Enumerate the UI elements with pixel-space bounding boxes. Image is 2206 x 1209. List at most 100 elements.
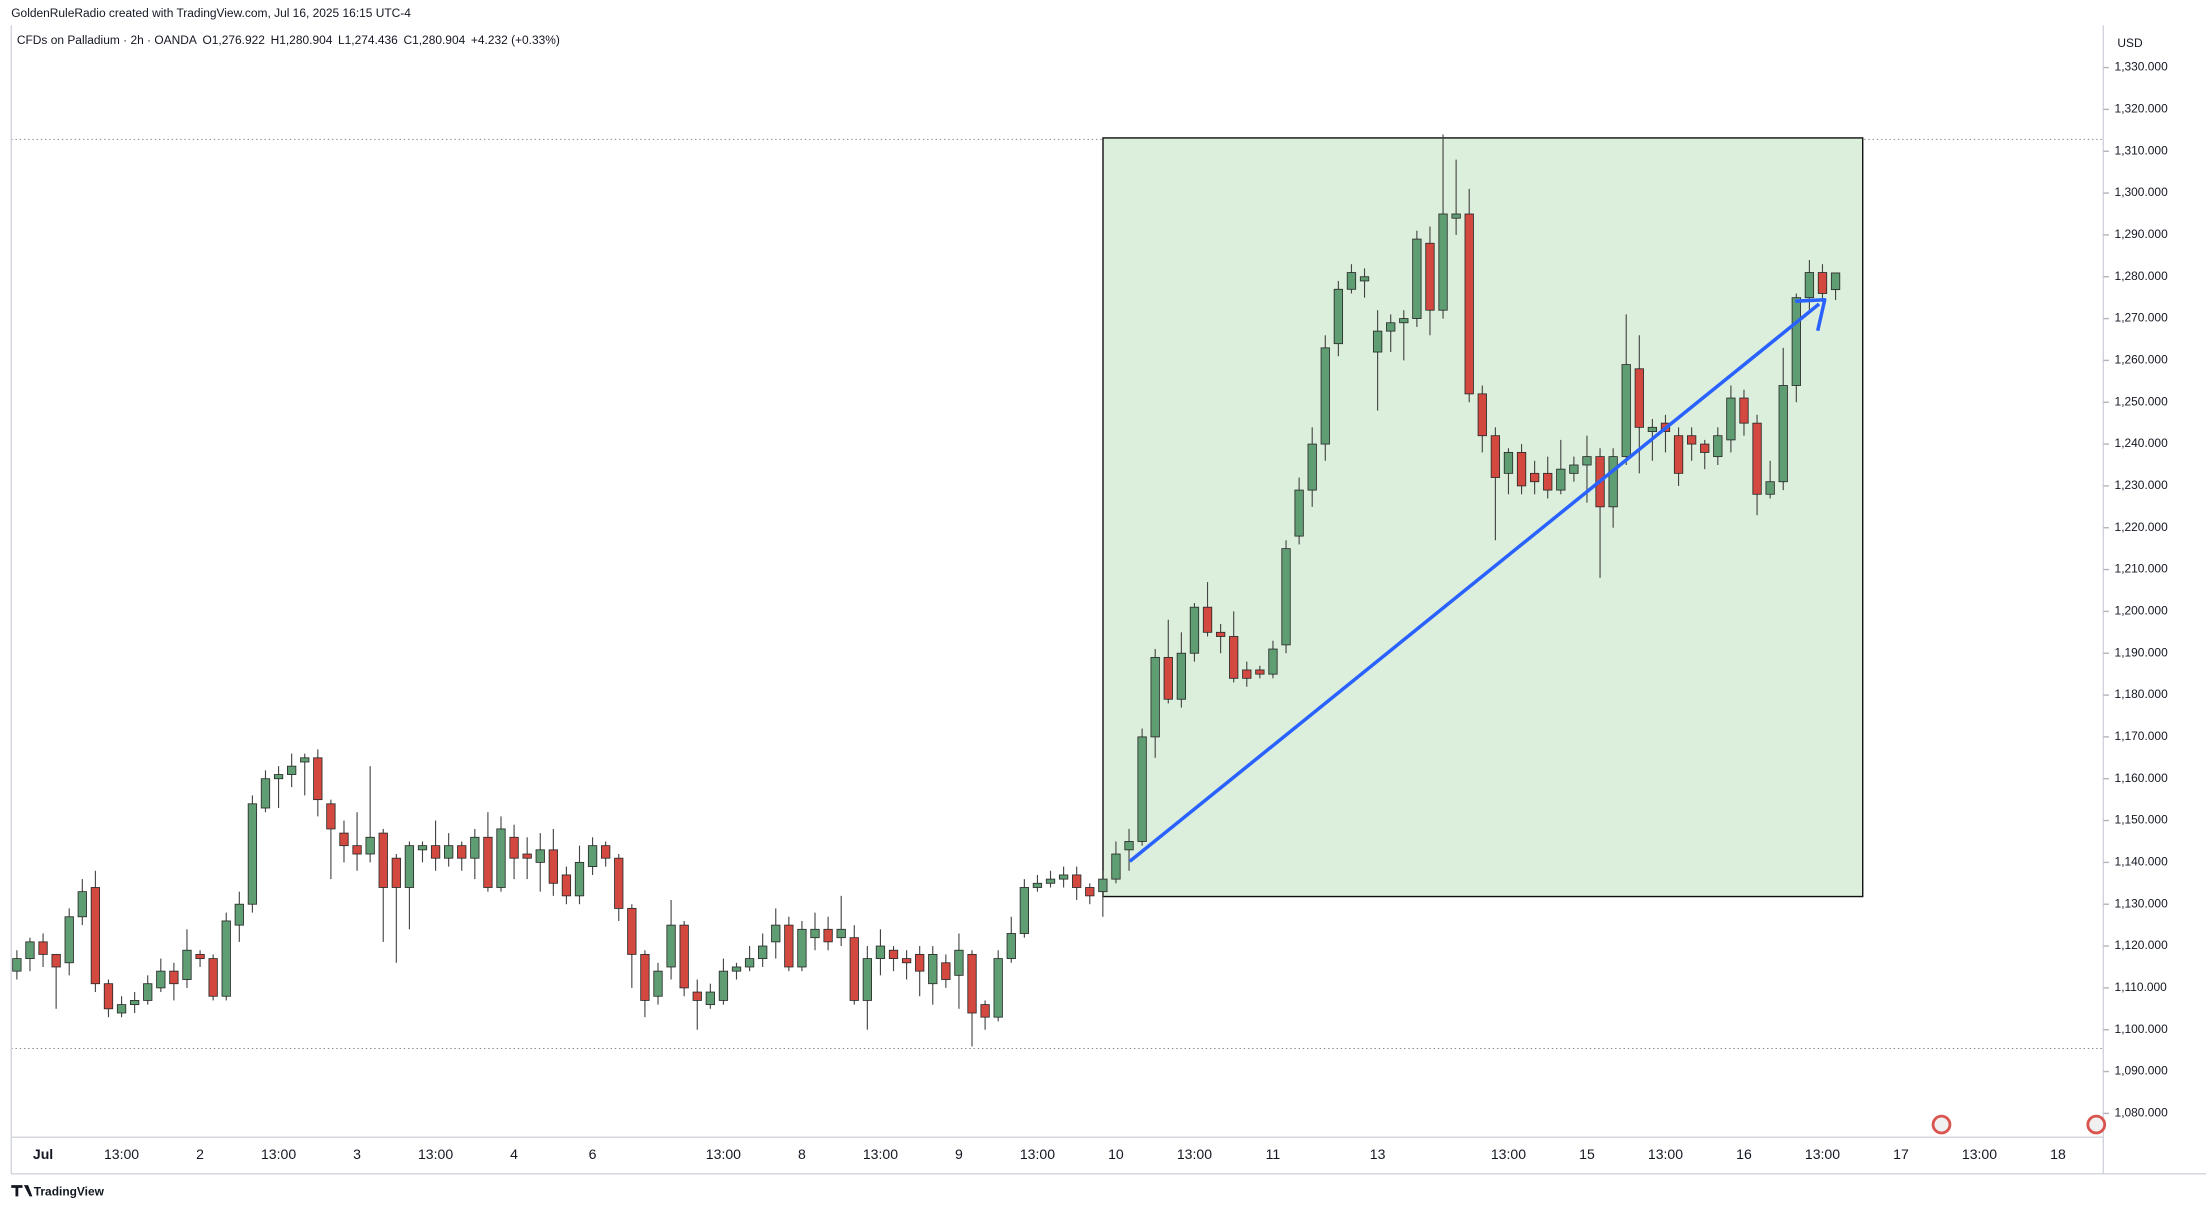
candle-body: [666, 924, 676, 968]
candle-body: [561, 874, 572, 897]
candle-body: [1372, 330, 1383, 353]
candle-body: [1399, 318, 1409, 324]
candle-body: [1006, 933, 1016, 960]
candle-body: [1163, 656, 1173, 700]
candle-body: [470, 836, 480, 859]
y-tick-label: 1,190.000: [2115, 645, 2169, 659]
x-tick-label: 13:00: [1020, 1146, 1055, 1162]
ohlc-low: L1,274.436: [338, 33, 398, 47]
candle-body: [287, 765, 297, 775]
candle-body: [784, 924, 794, 968]
y-tick-label: 1,310.000: [2115, 143, 2169, 157]
candle-body: [1412, 238, 1422, 319]
candle-body: [1713, 435, 1723, 458]
candle-body: [326, 803, 336, 830]
candle-body: [980, 1004, 990, 1018]
candle-body: [1608, 456, 1618, 508]
candle-body: [1647, 426, 1658, 432]
candle-body: [1333, 288, 1344, 345]
candle-body: [1307, 443, 1317, 491]
candle-body: [1359, 276, 1370, 282]
candle-body: [849, 937, 859, 1001]
ohlc-high: H1,280.904: [271, 33, 333, 47]
candle-body: [430, 845, 441, 859]
candle-body: [378, 832, 388, 888]
ohlc-open: O1,276.922: [202, 33, 265, 47]
event-flag[interactable]: [2086, 1114, 2107, 1135]
x-tick-label: 2: [196, 1146, 204, 1162]
candle-body: [574, 861, 585, 897]
candle-body: [1569, 464, 1579, 474]
candle-body: [1791, 297, 1801, 386]
candle-body: [300, 757, 310, 763]
candle-body: [1503, 452, 1514, 474]
arrow-head: [1795, 298, 1827, 332]
candle-body: [260, 778, 271, 809]
candle-body: [1255, 669, 1265, 675]
candle-body: [444, 845, 454, 859]
candle-body: [1215, 631, 1226, 637]
x-tick-label: 13:00: [1177, 1146, 1212, 1162]
candle-body: [915, 953, 925, 972]
candle-body: [1320, 347, 1330, 445]
candle-body: [1739, 397, 1749, 424]
candle-body: [823, 928, 833, 943]
candle-body: [195, 953, 205, 960]
candle-body: [25, 941, 35, 960]
candle-body: [1098, 878, 1108, 893]
x-tick-label: 13:00: [1648, 1146, 1683, 1162]
axes: 1,080.000 1,090.000 1,100.000 1,110.000 1,12…: [33, 60, 2168, 1162]
x-tick-label: 13:00: [1805, 1146, 1840, 1162]
candle-body: [483, 836, 493, 888]
x-tick-label: 4: [510, 1146, 518, 1162]
y-tick-label: 1,130.000: [2115, 896, 2169, 910]
candle-body: [1189, 606, 1200, 654]
x-tick-label: 13: [1370, 1146, 1386, 1162]
candle-body: [967, 953, 977, 1014]
candle-body: [771, 924, 781, 943]
y-tick-label: 1,290.000: [2115, 227, 2169, 241]
candle-body: [313, 757, 323, 801]
candle-body: [12, 958, 22, 972]
candle-body: [1085, 887, 1095, 897]
candle-body: [901, 958, 912, 964]
candle-body: [731, 966, 742, 972]
x-tick-label: 13:00: [261, 1146, 296, 1162]
candle-body: [64, 916, 74, 964]
x-tick-label: 13:00: [104, 1146, 139, 1162]
candle-body: [1425, 242, 1435, 311]
candle-body: [1294, 489, 1304, 537]
y-tick-label: 1,210.000: [2115, 562, 2169, 576]
candle-body: [1686, 435, 1697, 445]
x-tick-label: 3: [353, 1146, 361, 1162]
candle-body: [836, 928, 846, 939]
candle-body: [614, 857, 624, 909]
x-tick-label: 6: [589, 1146, 597, 1162]
candle-body: [1804, 272, 1815, 299]
candle-body: [679, 924, 689, 989]
candle-body: [1529, 472, 1540, 483]
candle-body: [1386, 322, 1396, 332]
candle-body: [888, 949, 899, 960]
candle-body: [129, 1000, 140, 1006]
candle-body: [601, 845, 611, 859]
y-tick-label: 1,180.000: [2115, 687, 2169, 701]
event-flag[interactable]: [1931, 1114, 1952, 1135]
candle-body: [744, 958, 755, 968]
candle-body: [1045, 878, 1056, 884]
x-tick-label: Jul: [33, 1146, 53, 1162]
y-tick-label: 1,080.000: [2115, 1106, 2169, 1120]
y-tick-label: 1,220.000: [2115, 520, 2169, 534]
candle-body: [993, 958, 1003, 1018]
candle-body: [1778, 385, 1788, 483]
candle-body: [1019, 887, 1029, 934]
candle-body: [1202, 606, 1213, 633]
candle-body: [156, 970, 166, 989]
candle-body: [1726, 397, 1736, 441]
candle-body: [77, 891, 87, 918]
footer-brand: TradingView: [34, 1184, 105, 1198]
candle-body: [365, 836, 375, 855]
candle-body: [103, 983, 114, 1010]
candle-body: [1543, 472, 1553, 491]
